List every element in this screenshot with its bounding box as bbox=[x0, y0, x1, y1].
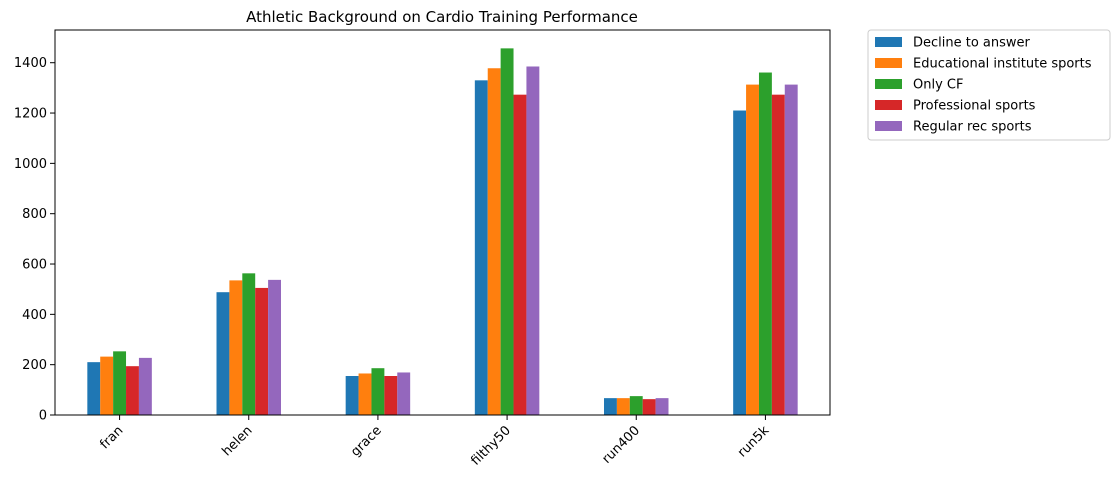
legend-label-3: Professional sports bbox=[913, 99, 1036, 114]
bar-fran-0 bbox=[87, 362, 101, 415]
bar-helen-3 bbox=[255, 287, 269, 415]
bar-helen-1 bbox=[229, 280, 243, 415]
bar-filthy50-3 bbox=[513, 94, 527, 416]
bar-run400-0 bbox=[604, 398, 617, 415]
legend-swatch-2 bbox=[875, 79, 902, 89]
x-tick-label-grace: grace bbox=[348, 423, 385, 460]
bar-run400-2 bbox=[629, 396, 643, 415]
bar-run400-1 bbox=[616, 398, 630, 415]
legend-swatch-3 bbox=[875, 100, 902, 110]
y-tick-label: 600 bbox=[22, 258, 47, 273]
bar-helen-2 bbox=[242, 273, 256, 415]
legend-swatch-1 bbox=[875, 58, 902, 68]
bar-grace-3 bbox=[384, 376, 398, 415]
y-tick-label: 400 bbox=[22, 308, 47, 323]
bars-group bbox=[87, 48, 798, 416]
y-tick-label: 1200 bbox=[14, 107, 47, 122]
legend-label-0: Decline to answer bbox=[913, 36, 1031, 51]
y-tick-label: 200 bbox=[22, 358, 47, 373]
y-tick-label: 0 bbox=[39, 409, 47, 424]
bar-filthy50-4 bbox=[526, 66, 540, 416]
bar-run5k-4 bbox=[784, 84, 798, 415]
legend-frame bbox=[867, 29, 1111, 141]
y-tick-label: 1400 bbox=[14, 56, 47, 71]
y-axis: 0 200 400 600 800 1000 1200 1400 bbox=[14, 56, 55, 424]
legend-swatch-4 bbox=[875, 121, 902, 131]
plot-frame bbox=[54, 29, 831, 416]
bar-grace-0 bbox=[345, 376, 359, 415]
bar-run400-4 bbox=[655, 398, 669, 415]
bar-fran-4 bbox=[138, 357, 152, 415]
bar-run400-3 bbox=[642, 399, 656, 415]
bar-run5k-3 bbox=[771, 94, 785, 416]
legend-swatch-0 bbox=[875, 37, 902, 47]
bar-fran-2 bbox=[113, 351, 127, 415]
x-tick-label-run5k: run5k bbox=[735, 423, 773, 461]
bar-fran-3 bbox=[126, 366, 139, 415]
bar-grace-4 bbox=[397, 372, 411, 415]
bar-helen-4 bbox=[268, 279, 281, 415]
bar-filthy50-2 bbox=[500, 48, 514, 416]
bar-helen-0 bbox=[216, 292, 230, 415]
y-tick-label: 1000 bbox=[14, 157, 47, 172]
bar-run5k-1 bbox=[746, 84, 759, 415]
bar-filthy50-1 bbox=[487, 68, 501, 415]
bar-filthy50-0 bbox=[474, 80, 488, 415]
legend: Decline to answer Educational institute s… bbox=[867, 29, 1111, 141]
chart-title: Athletic Background on Cardio Training P… bbox=[246, 8, 638, 26]
bar-run5k-2 bbox=[758, 72, 772, 415]
legend-label-1: Educational institute sports bbox=[913, 57, 1092, 72]
x-axis: fran helen grace filthy50 run400 run5k bbox=[97, 415, 773, 469]
bar-grace-2 bbox=[371, 368, 385, 415]
bar-run5k-0 bbox=[733, 110, 747, 416]
x-tick-label-fran: fran bbox=[97, 423, 126, 452]
bar-grace-1 bbox=[358, 373, 372, 415]
x-tick-label-helen: helen bbox=[219, 423, 255, 459]
x-tick-label-run400: run400 bbox=[599, 423, 643, 467]
legend-label-2: Only CF bbox=[913, 78, 963, 93]
legend-label-4: Regular rec sports bbox=[913, 120, 1032, 135]
bar-fran-1 bbox=[100, 356, 114, 415]
x-tick-label-filthy50: filthy50 bbox=[468, 423, 514, 469]
y-tick-label: 800 bbox=[22, 207, 47, 222]
